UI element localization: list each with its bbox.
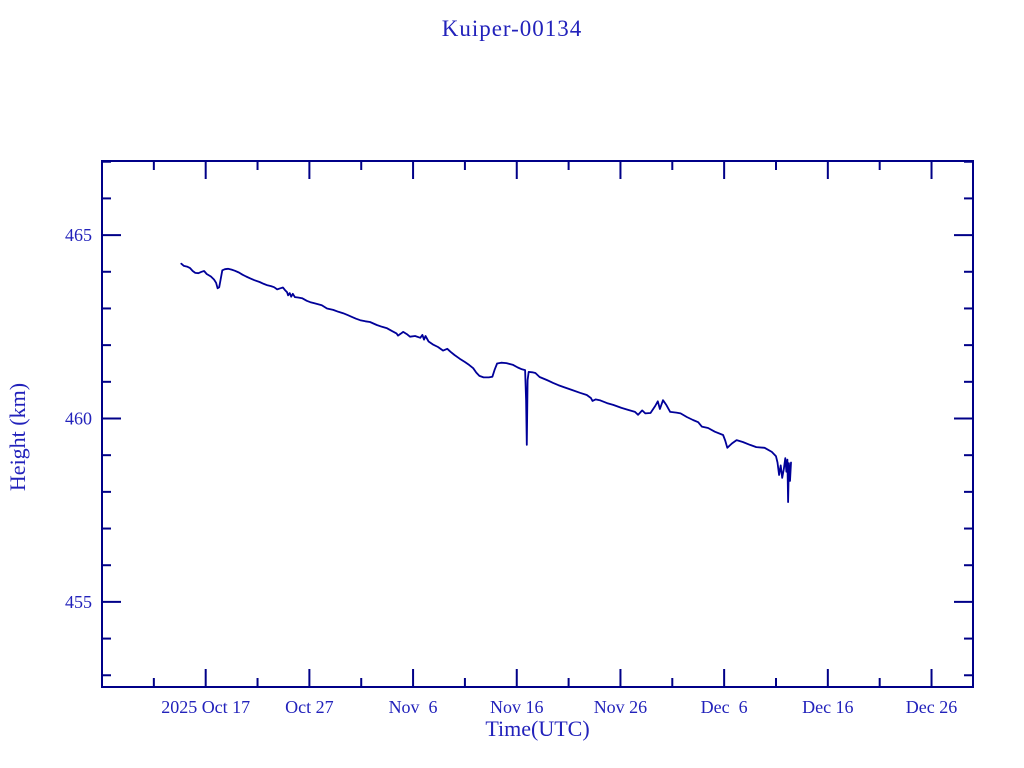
y-tick-label: 455 [65, 592, 92, 612]
plot-frame [101, 160, 974, 688]
y-tick-label: 465 [65, 225, 92, 245]
y-axis-label: Height (km) [5, 382, 30, 492]
x-tick-label: Oct 27 [285, 697, 334, 717]
y-tick-label: 460 [65, 408, 92, 428]
x-tick-label: Dec 26 [906, 697, 957, 717]
chart-title: Kuiper-00134 [441, 16, 583, 41]
x-axis-label: Time(UTC) [485, 716, 590, 741]
x-tick-label: Dec 16 [802, 697, 853, 717]
x-tick-label: Nov 16 [490, 697, 544, 717]
height-series-line [180, 262, 792, 504]
x-tick-label: Nov 26 [594, 697, 648, 717]
x-tick-label: Nov 6 [389, 697, 438, 717]
x-tick-label: 2025 Oct 17 [161, 697, 250, 717]
x-tick-label: Dec 6 [701, 697, 748, 717]
